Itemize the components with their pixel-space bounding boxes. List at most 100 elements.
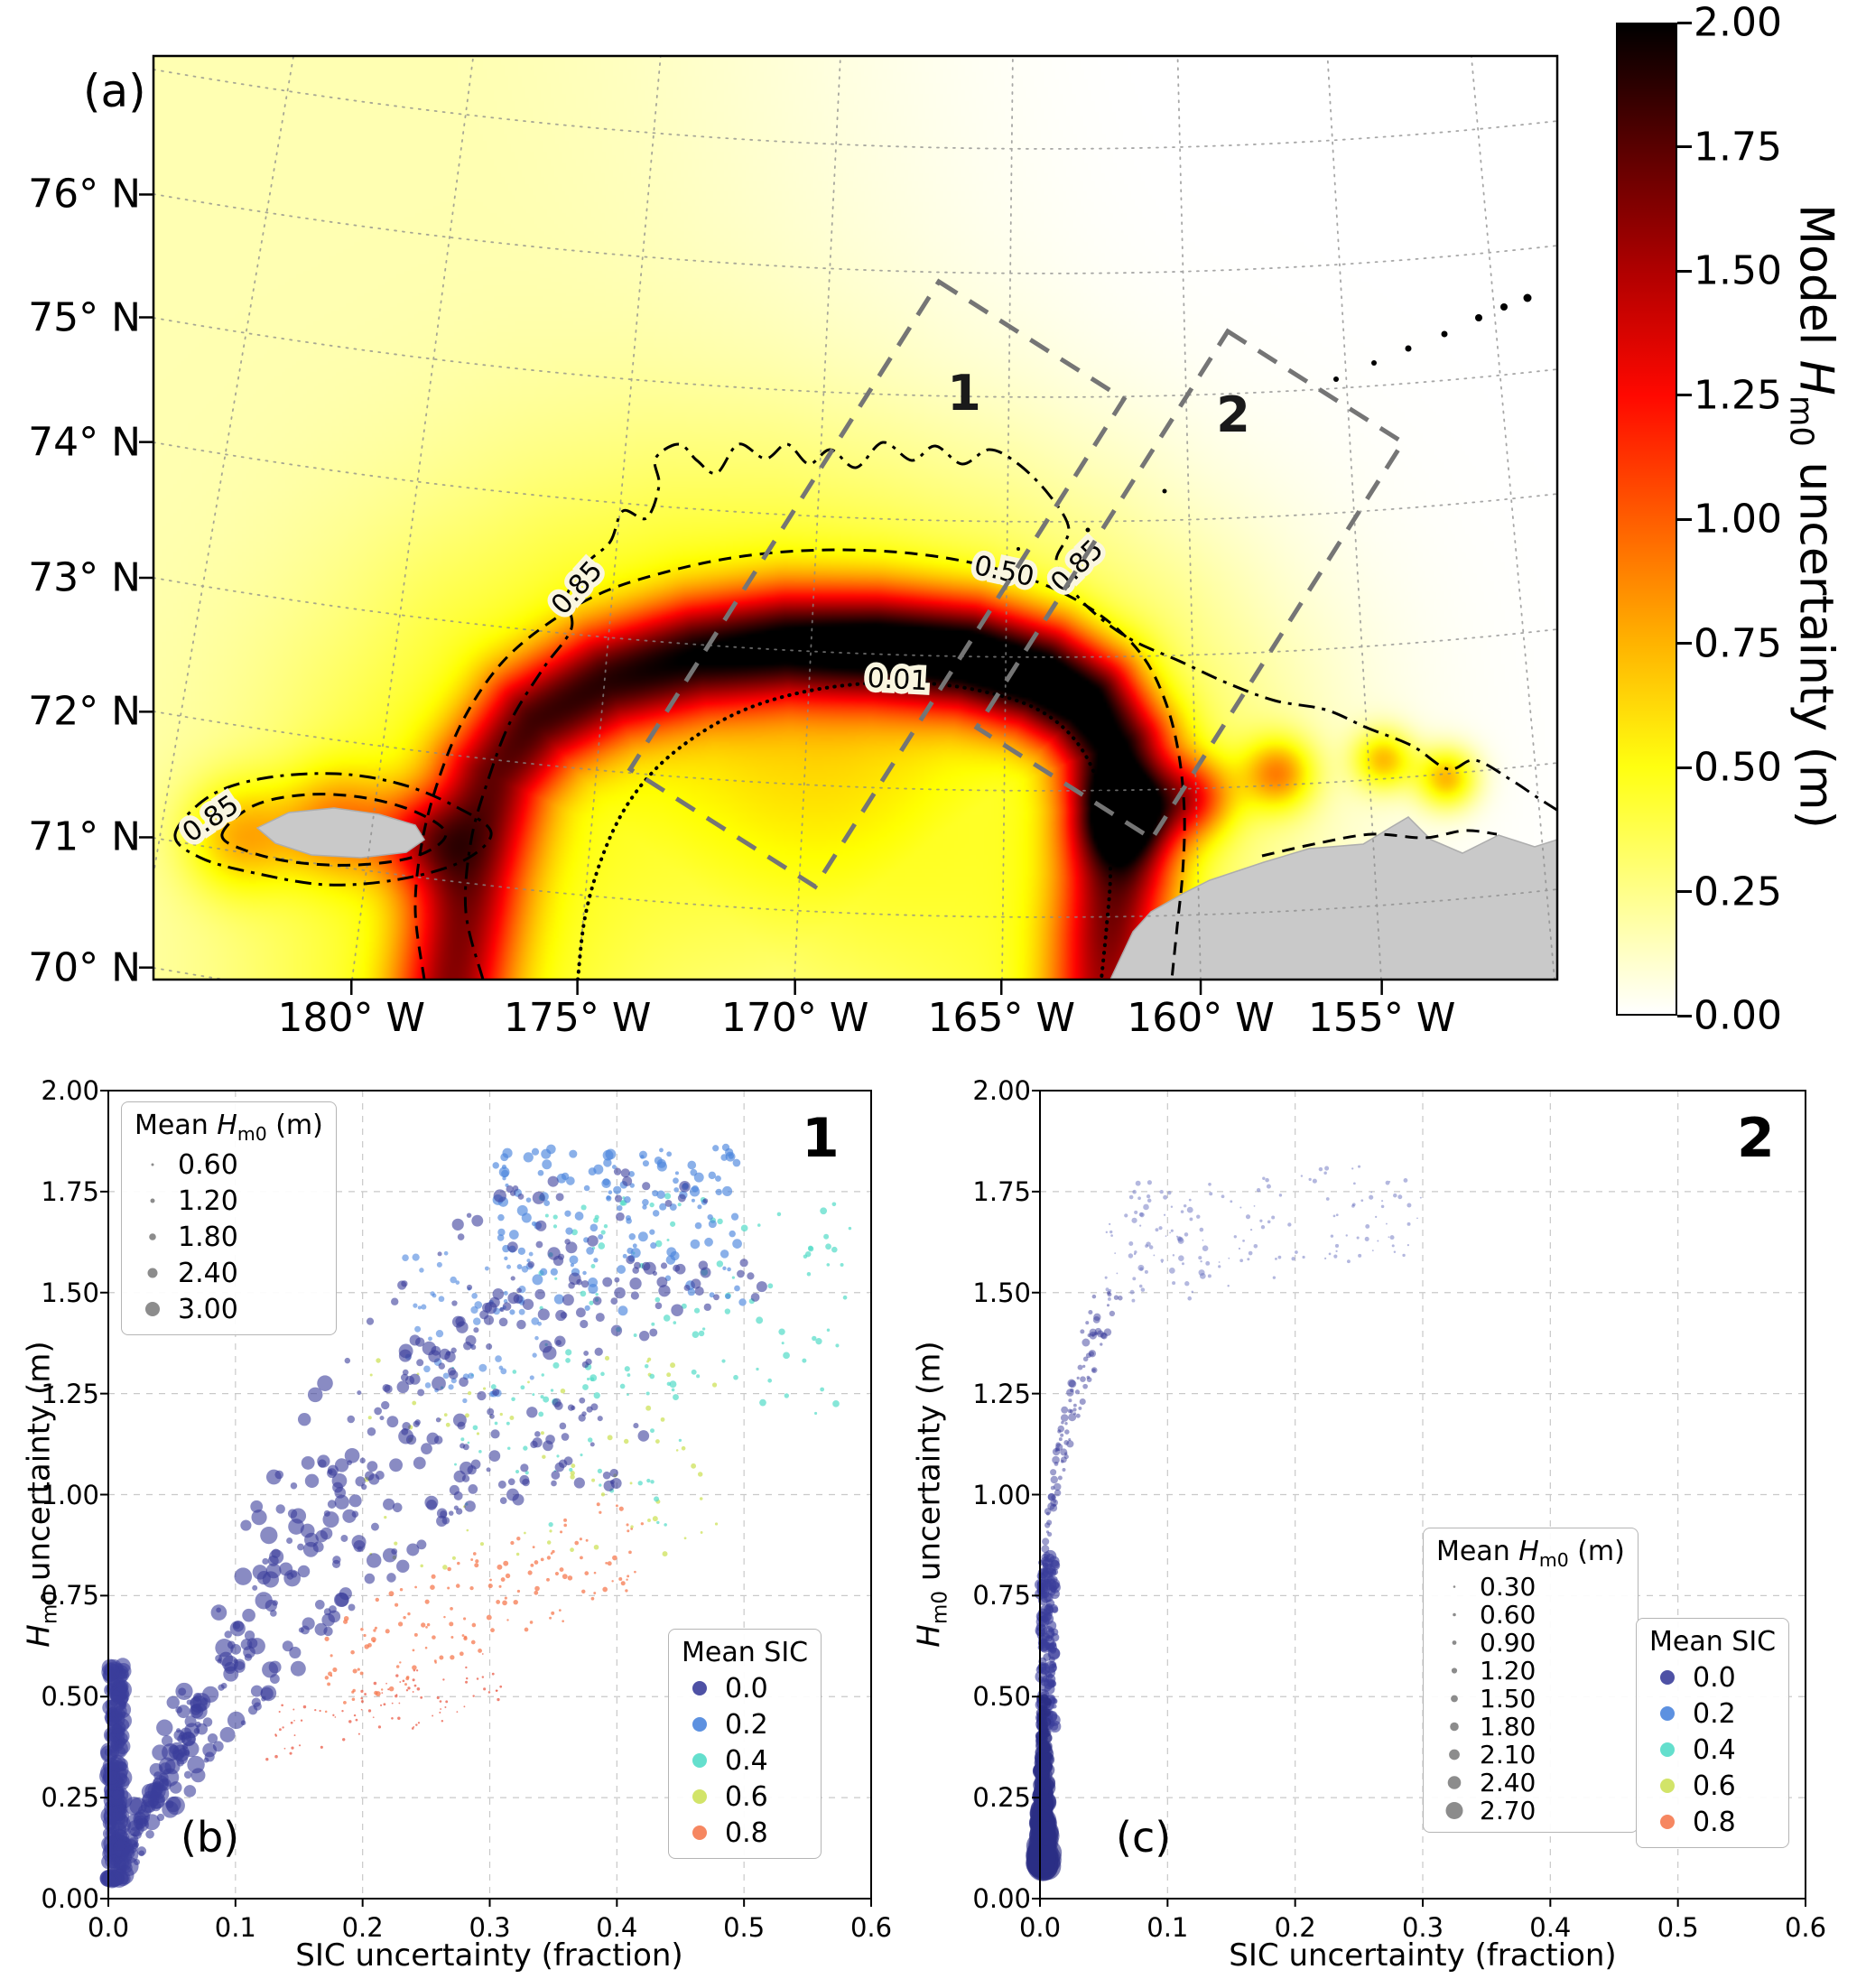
scatter-point [571,1463,576,1469]
scatter-point [620,1168,630,1178]
scatter-point [283,1747,286,1750]
scatter-point [542,1159,552,1170]
scatter-point [725,1293,731,1300]
scatter-point [1067,1408,1072,1414]
scatter-point [290,1721,293,1724]
scatter-point [107,1770,120,1785]
scatter-point [1049,1660,1057,1669]
scatter-point [502,1600,507,1606]
scatter-point [301,1455,315,1470]
scatter-point [583,1351,590,1356]
scatter-point [439,1348,450,1361]
scatter-point [265,1758,269,1761]
scatter-point [1036,1579,1046,1588]
scatter-point [739,1259,748,1268]
scatter-point [649,1328,658,1337]
scatter-point [478,1363,487,1372]
scatter-point [293,1734,296,1737]
scatter-point [1245,1214,1251,1220]
lat-tick-label: 74° N [28,419,141,466]
scatter-point [1178,1255,1184,1261]
scatter-point [436,1515,448,1527]
sic-contour-0.01 [576,680,1113,980]
scatter-point [1218,1265,1221,1268]
scatter-point [611,1165,617,1169]
scatter-point [350,1649,355,1655]
scatter-point [627,1373,631,1377]
scatter-point [607,1435,613,1441]
scatter-point [460,1437,465,1442]
scatter-point [656,1190,665,1200]
scatter-point [598,1242,606,1249]
scatter-point [244,1653,253,1661]
scatter-point [407,1686,411,1690]
scatter-point [1199,1272,1206,1279]
scatter-point [563,1518,568,1522]
scatter-point [428,1350,441,1363]
scatter-point [650,1242,657,1249]
scatter-point [1042,1537,1050,1546]
scatter-point [756,1281,767,1293]
colorbar-tick-mark [1677,642,1692,645]
scatter-point [600,1371,605,1377]
scatter-point [161,1735,173,1747]
scatter-point [526,1407,538,1418]
scatter-point [1155,1228,1159,1232]
scatter-point [397,1621,404,1627]
scatter-point [414,1325,422,1333]
scatter-point [500,1577,506,1582]
scatter-point [483,1314,495,1325]
scatter-point [438,1362,446,1370]
scatter-point [486,1343,493,1351]
scatter-point [437,1251,442,1257]
track-dot [1405,345,1412,352]
legend-entry-label: 0.8 [1693,1806,1736,1838]
scatter-point [570,1471,575,1476]
scatter-point [1239,1259,1244,1263]
lon-tick-label: 170° W [720,995,869,1041]
scatter-point [1066,1389,1074,1397]
scatter-point [1381,1200,1384,1203]
scatter-point [281,1704,283,1707]
scatter-point [1128,1194,1134,1200]
scatter-point [1138,1284,1143,1288]
scatter-point [531,1147,540,1156]
scatter-point [334,1716,337,1718]
colorbar-label: Model Hm0 uncertainty (m) [1782,204,1843,829]
scatter-point [1180,1210,1184,1213]
scatter-point [144,1782,162,1800]
scatter-point [1131,1298,1136,1303]
scatter-point [549,1616,552,1620]
scatter-point [516,1287,522,1294]
scatter-point [176,1728,181,1733]
scatter-point [387,1688,390,1691]
scatter-point [1249,1229,1253,1231]
scatter-point [552,1224,558,1229]
region1-color-legend-entry: 0.0 [682,1670,808,1706]
scatter-point [352,1688,356,1693]
scatter-point [506,1446,511,1450]
scatter-point [1064,1422,1068,1426]
scatter-point [1328,1252,1332,1256]
scatter-point [776,1212,782,1217]
scatter-point [729,1230,736,1238]
scatter-point [391,1702,394,1705]
scatter-point [1046,1575,1055,1584]
scatter-point [529,1621,534,1624]
sic-contour-0.50 [1261,829,1498,858]
scatter-point [580,1319,589,1329]
scatter-point [1253,1204,1256,1207]
scatter-point [1324,1166,1330,1171]
scatter-point [651,1322,655,1326]
scatter-point [289,1646,302,1658]
scatter-point [366,1553,382,1568]
scatter-point [724,1308,731,1314]
scatter-point [532,1546,535,1549]
scatter-point [498,1317,508,1327]
scatter-point [421,1304,427,1310]
scatter-point [544,1213,549,1218]
scatter-point [1200,1259,1202,1263]
lat-tick-label: 71° N [28,813,141,860]
scatter-point [183,1785,197,1798]
region1-x-axis-label: SIC uncertainty (fraction) [295,1937,683,1974]
